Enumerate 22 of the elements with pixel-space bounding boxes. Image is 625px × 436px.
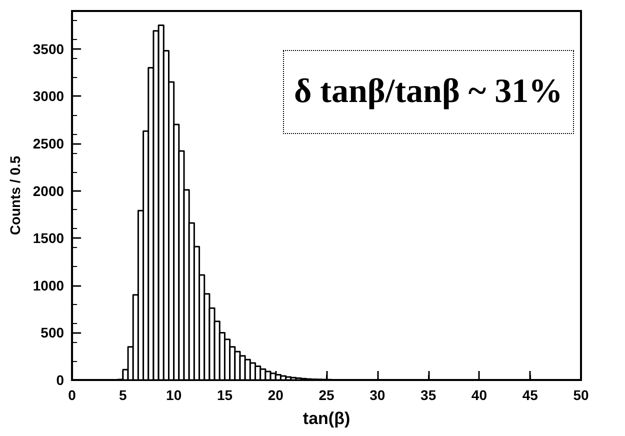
x-tick-label: 25	[318, 387, 335, 403]
x-tick-label: 10	[166, 387, 182, 403]
x-tick-label: 15	[216, 387, 233, 403]
y-tick-label: 0	[56, 372, 64, 388]
y-tick-label: 1000	[32, 277, 64, 294]
x-tick-label: 20	[268, 387, 284, 403]
y-tick-label: 500	[40, 324, 64, 341]
y-axis-title: Counts / 0.5	[7, 156, 23, 236]
x-tick-label: 5	[119, 387, 128, 403]
y-tick-label: 2500	[32, 135, 64, 152]
y-tick-label: 3500	[32, 40, 64, 57]
x-tick-label: 50	[573, 387, 589, 403]
x-tick-label: 35	[420, 387, 436, 403]
x-tick-label: 0	[68, 387, 76, 403]
x-axis-title: tan(β)	[302, 409, 350, 428]
y-tick-label: 3000	[32, 88, 64, 104]
x-tick-label: 45	[522, 387, 538, 403]
annotation: δ tanβ/tanβ ~ 31%	[283, 50, 574, 134]
x-tick-label: 30	[370, 387, 386, 403]
y-tick-label: 2000	[32, 182, 64, 199]
y-tick-label: 1500	[32, 230, 64, 246]
x-tick-label: 40	[471, 387, 488, 403]
